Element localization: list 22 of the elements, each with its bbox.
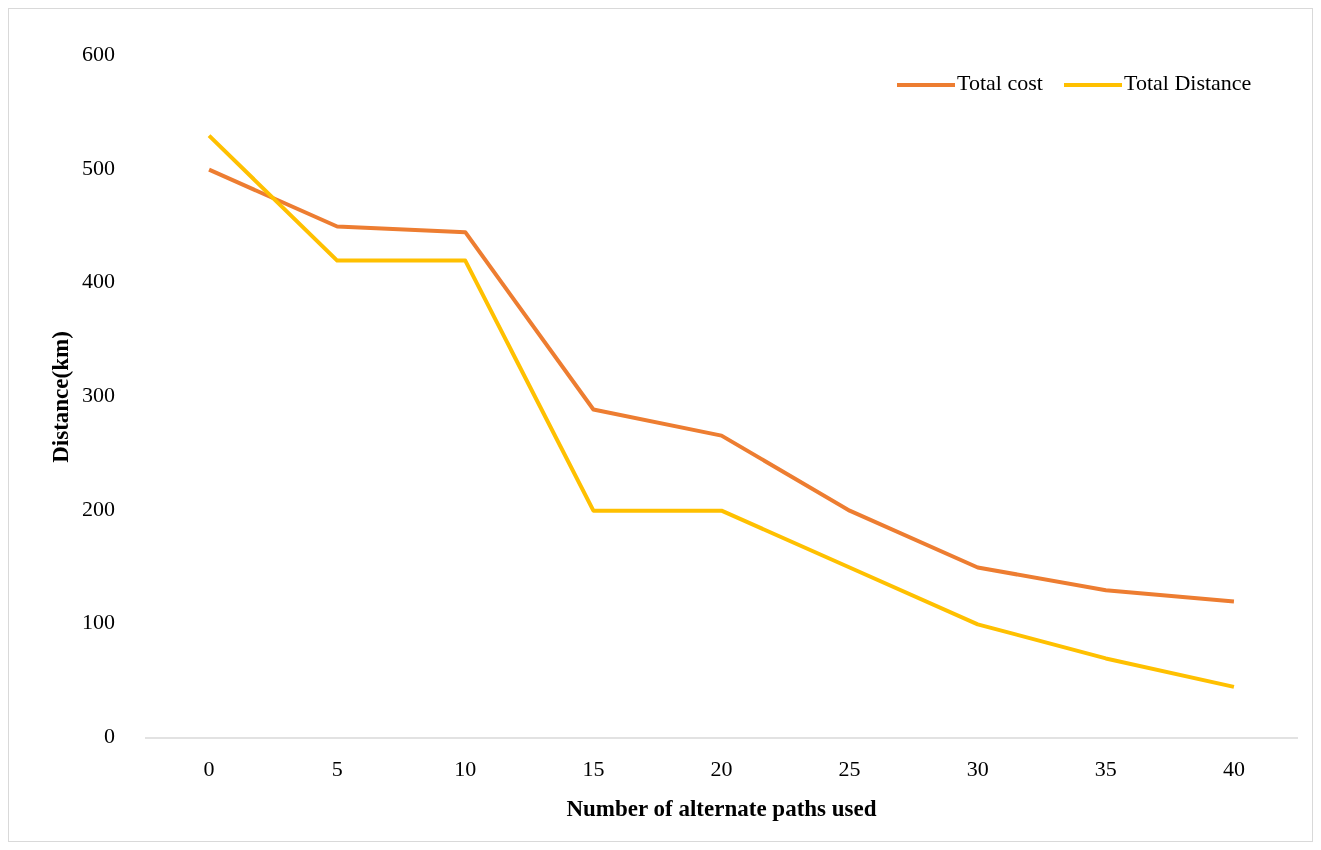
y-tick-label: 400 [82,268,115,294]
y-tick-label: 300 [82,382,115,408]
x-tick-label: 35 [1094,756,1117,781]
x-tick-label: 10 [454,756,477,781]
x-tick-label: 25 [838,756,861,781]
x-axis-title: Number of alternate paths used [566,796,877,821]
y-tick-label: 500 [82,154,115,180]
y-tick-label: 100 [82,609,115,635]
y-tick-label: 600 [82,41,115,67]
x-tick-label: 30 [966,756,989,781]
y-tick-label: 200 [82,495,115,521]
line-series [207,167,1236,604]
legend-label: Total cost [957,70,1043,96]
line-series [207,133,1236,689]
x-tick-label: 5 [331,756,343,781]
y-axis-title: Distance(km) [48,331,73,463]
x-tick-label: 0 [203,756,215,781]
y-tick-label: 0 [104,723,115,749]
x-tick-label: 20 [710,756,733,781]
x-tick-label: 15 [582,756,605,781]
legend-label: Total Distance [1124,70,1252,96]
x-tick-label: 40 [1222,756,1245,781]
